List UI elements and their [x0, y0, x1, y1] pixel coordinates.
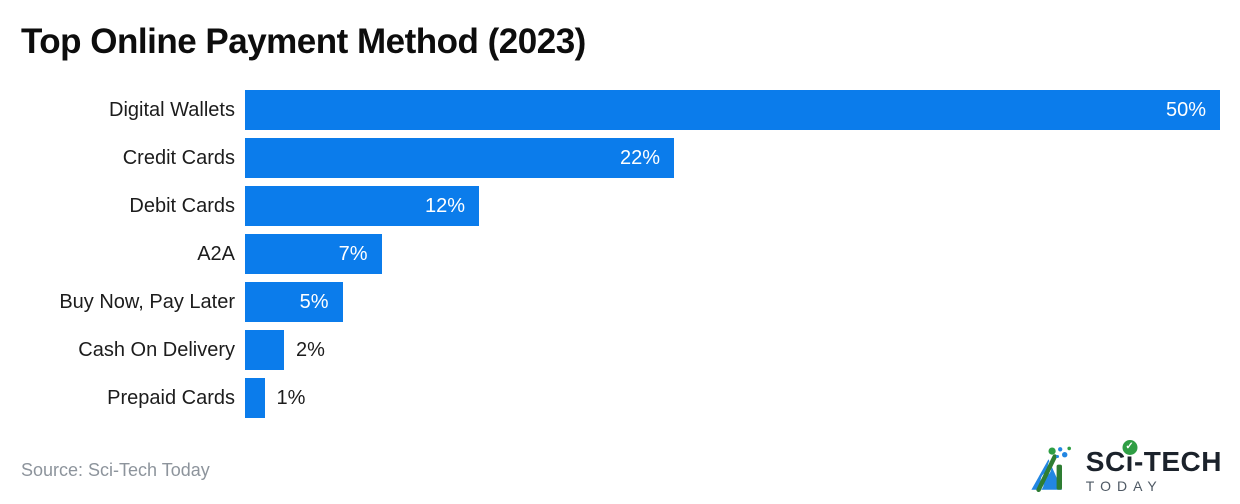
scitech-logo-text: SC ✓ i -TECH TODAY: [1085, 439, 1222, 494]
category-label: Debit Cards: [129, 194, 235, 217]
bar-track: 7%: [245, 234, 1220, 274]
value-label: 12%: [424, 194, 465, 217]
bar-row: Prepaid Cards 1%: [0, 378, 1220, 418]
wordmark-left: SC: [1085, 445, 1126, 477]
scitech-wordmark: SC ✓ i -TECH: [1085, 439, 1222, 477]
bar: 50%: [245, 90, 1220, 130]
value-label: 2%: [296, 338, 325, 361]
bar: 5%: [245, 282, 343, 322]
bar-row: Credit Cards 22%: [0, 138, 1220, 178]
wordmark-i-letter: i: [1125, 445, 1134, 477]
value-label: 50%: [1165, 98, 1206, 121]
footer: Source: Sci-Tech Today SC ✓ i -TECH TODAY: [21, 439, 1222, 496]
bar: 7%: [245, 234, 382, 274]
bar-row: Digital Wallets 50%: [0, 90, 1220, 130]
bar: [245, 378, 265, 418]
bar-track: 1%: [245, 378, 1220, 418]
bar-track: 50%: [245, 90, 1220, 130]
category-label: Buy Now, Pay Later: [59, 290, 235, 313]
category-label: Credit Cards: [122, 146, 235, 169]
value-label: 7%: [338, 242, 368, 265]
category-label: Prepaid Cards: [107, 386, 235, 409]
bar-row: Debit Cards 12%: [0, 186, 1220, 226]
bar-track: 12%: [245, 186, 1220, 226]
bar-track: 22%: [245, 138, 1220, 178]
scitech-logo-subtext: TODAY: [1085, 477, 1163, 494]
bar-row: Buy Now, Pay Later 5%: [0, 282, 1220, 322]
bar: 22%: [245, 138, 674, 178]
source-note: Source: Sci-Tech Today: [21, 459, 210, 480]
wordmark-i: ✓ i: [1122, 439, 1138, 477]
bar-row: Cash On Delivery 2%: [0, 330, 1220, 370]
scitech-logo-mark-icon: [1031, 446, 1071, 493]
bar-chart: Digital Wallets 50% Credit Cards 22% Debit C…: [0, 90, 1220, 426]
wordmark-right: -TECH: [1133, 445, 1222, 477]
category-label: Digital Wallets: [109, 98, 235, 121]
chart-title: Top Online Payment Method (2023): [21, 22, 586, 61]
bar-row: A2A 7%: [0, 234, 1220, 274]
value-label: 1%: [276, 386, 306, 409]
category-label: Cash On Delivery: [78, 338, 235, 361]
bar-track: 5%: [245, 282, 1220, 322]
category-label: A2A: [197, 242, 235, 265]
value-label: 22%: [619, 146, 660, 169]
bar-track: 2%: [245, 330, 1220, 370]
check-dot-icon: ✓: [1122, 439, 1138, 455]
scitech-logo: SC ✓ i -TECH TODAY: [1026, 439, 1222, 496]
bar: [245, 330, 284, 370]
value-label: 5%: [299, 290, 329, 313]
bar: 12%: [245, 186, 479, 226]
